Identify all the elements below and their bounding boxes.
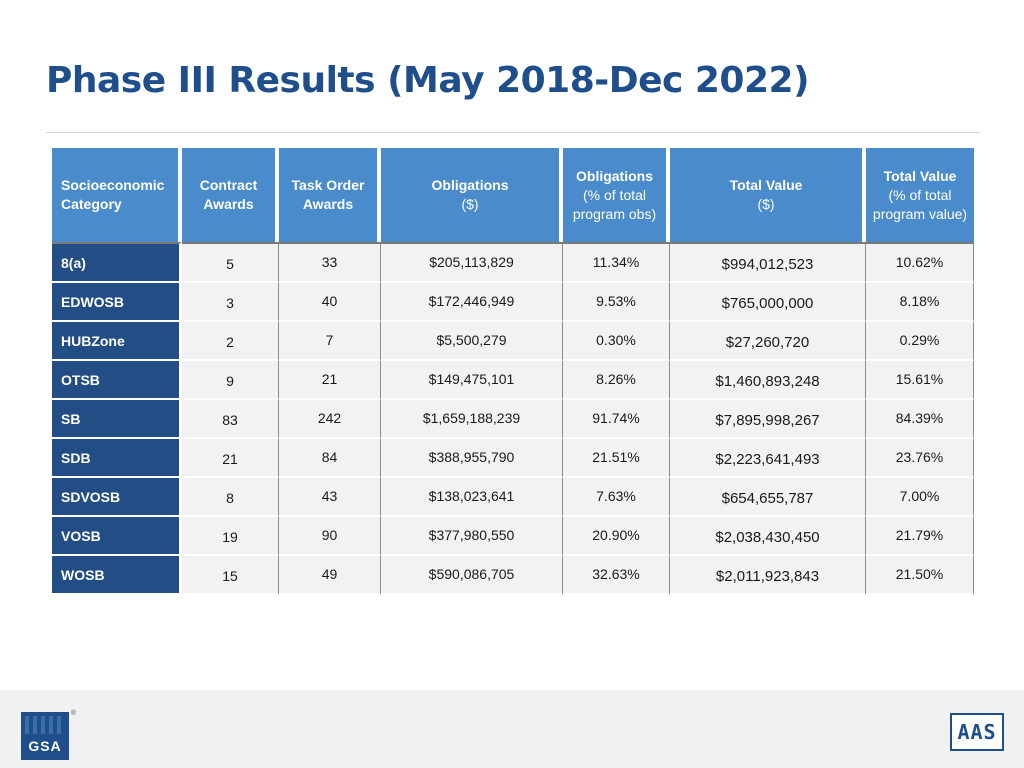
obligations-pct-cell: 21.51% — [563, 439, 670, 478]
total-value-cell: $7,895,998,267 — [670, 400, 866, 439]
category-cell: SDB — [52, 439, 182, 478]
header-obligations-pct: Obligations (% of total program obs) — [563, 148, 670, 242]
task-order-awards-cell: 49 — [279, 556, 381, 595]
table-row: WOSB 15 49 $590,086,705 32.63% $2,011,92… — [52, 556, 974, 595]
total-value-pct-cell: 21.79% — [866, 517, 974, 556]
obligations-cell: $172,446,949 — [381, 283, 563, 322]
table-row: SDVOSB 8 43 $138,023,641 7.63% $654,655,… — [52, 478, 974, 517]
contract-awards-cell: 15 — [182, 556, 279, 595]
obligations-pct-cell: 11.34% — [563, 242, 670, 283]
total-value-pct-cell: 23.76% — [866, 439, 974, 478]
obligations-pct-cell: 20.90% — [563, 517, 670, 556]
table-row: 8(a) 5 33 $205,113,829 11.34% $994,012,5… — [52, 242, 974, 283]
contract-awards-cell: 8 — [182, 478, 279, 517]
gsa-logo: GSA ® — [21, 710, 76, 760]
header-total-value: Total Value ($) — [670, 148, 866, 242]
total-value-cell: $2,038,430,450 — [670, 517, 866, 556]
total-value-pct-cell: 15.61% — [866, 361, 974, 400]
task-order-awards-cell: 7 — [279, 322, 381, 361]
task-order-awards-cell: 84 — [279, 439, 381, 478]
gsa-logo-text: GSA — [28, 738, 62, 754]
obligations-cell: $5,500,279 — [381, 322, 563, 361]
header-contract-awards: Contract Awards — [182, 148, 279, 242]
task-order-awards-cell: 43 — [279, 478, 381, 517]
total-value-cell: $1,460,893,248 — [670, 361, 866, 400]
contract-awards-cell: 21 — [182, 439, 279, 478]
contract-awards-cell: 2 — [182, 322, 279, 361]
header-obligations: Obligations ($) — [381, 148, 563, 242]
category-cell: EDWOSB — [52, 283, 182, 322]
category-cell: OTSB — [52, 361, 182, 400]
total-value-pct-cell: 84.39% — [866, 400, 974, 439]
header-row: Socioeconomic Category Contract Awards T… — [52, 148, 974, 242]
header-total-value-pct: Total Value (% of total program value) — [866, 148, 974, 242]
table-row: OTSB 9 21 $149,475,101 8.26% $1,460,893,… — [52, 361, 974, 400]
obligations-cell: $388,955,790 — [381, 439, 563, 478]
obligations-pct-cell: 91.74% — [563, 400, 670, 439]
task-order-awards-cell: 21 — [279, 361, 381, 400]
obligations-pct-cell: 8.26% — [563, 361, 670, 400]
task-order-awards-cell: 33 — [279, 242, 381, 283]
obligations-pct-cell: 9.53% — [563, 283, 670, 322]
obligations-cell: $1,659,188,239 — [381, 400, 563, 439]
obligations-cell: $149,475,101 — [381, 361, 563, 400]
title-divider — [46, 132, 980, 133]
contract-awards-cell: 9 — [182, 361, 279, 400]
contract-awards-cell: 19 — [182, 517, 279, 556]
total-value-cell: $27,260,720 — [670, 322, 866, 361]
contract-awards-cell: 83 — [182, 400, 279, 439]
obligations-pct-cell: 32.63% — [563, 556, 670, 595]
category-cell: SB — [52, 400, 182, 439]
obligations-cell: $377,980,550 — [381, 517, 563, 556]
category-cell: SDVOSB — [52, 478, 182, 517]
task-order-awards-cell: 242 — [279, 400, 381, 439]
task-order-awards-cell: 90 — [279, 517, 381, 556]
category-cell: VOSB — [52, 517, 182, 556]
page-title: Phase III Results (May 2018-Dec 2022) — [46, 60, 810, 101]
table-row: EDWOSB 3 40 $172,446,949 9.53% $765,000,… — [52, 283, 974, 322]
obligations-pct-cell: 0.30% — [563, 322, 670, 361]
total-value-cell: $994,012,523 — [670, 242, 866, 283]
header-task-order-awards: Task Order Awards — [279, 148, 381, 242]
obligations-cell: $138,023,641 — [381, 478, 563, 517]
total-value-pct-cell: 21.50% — [866, 556, 974, 595]
total-value-pct-cell: 10.62% — [866, 242, 974, 283]
total-value-pct-cell: 8.18% — [866, 283, 974, 322]
obligations-cell: $590,086,705 — [381, 556, 563, 595]
category-cell: 8(a) — [52, 242, 182, 283]
table-row: VOSB 19 90 $377,980,550 20.90% $2,038,43… — [52, 517, 974, 556]
table-row: SDB 21 84 $388,955,790 21.51% $2,223,641… — [52, 439, 974, 478]
obligations-pct-cell: 7.63% — [563, 478, 670, 517]
obligations-cell: $205,113,829 — [381, 242, 563, 283]
total-value-cell: $765,000,000 — [670, 283, 866, 322]
footer-bar — [0, 690, 1024, 768]
table-row: SB 83 242 $1,659,188,239 91.74% $7,895,9… — [52, 400, 974, 439]
total-value-cell: $654,655,787 — [670, 478, 866, 517]
table-row: HUBZone 2 7 $5,500,279 0.30% $27,260,720… — [52, 322, 974, 361]
header-socioeconomic-category: Socioeconomic Category — [52, 148, 182, 242]
contract-awards-cell: 5 — [182, 242, 279, 283]
total-value-pct-cell: 7.00% — [866, 478, 974, 517]
total-value-cell: $2,223,641,493 — [670, 439, 866, 478]
registered-mark-icon: ® — [70, 710, 76, 717]
total-value-cell: $2,011,923,843 — [670, 556, 866, 595]
aas-logo: AAS — [950, 713, 1004, 751]
category-cell: WOSB — [52, 556, 182, 595]
results-table: Socioeconomic Category Contract Awards T… — [52, 148, 974, 595]
contract-awards-cell: 3 — [182, 283, 279, 322]
task-order-awards-cell: 40 — [279, 283, 381, 322]
flag-stripes-icon — [25, 716, 65, 734]
total-value-pct-cell: 0.29% — [866, 322, 974, 361]
category-cell: HUBZone — [52, 322, 182, 361]
